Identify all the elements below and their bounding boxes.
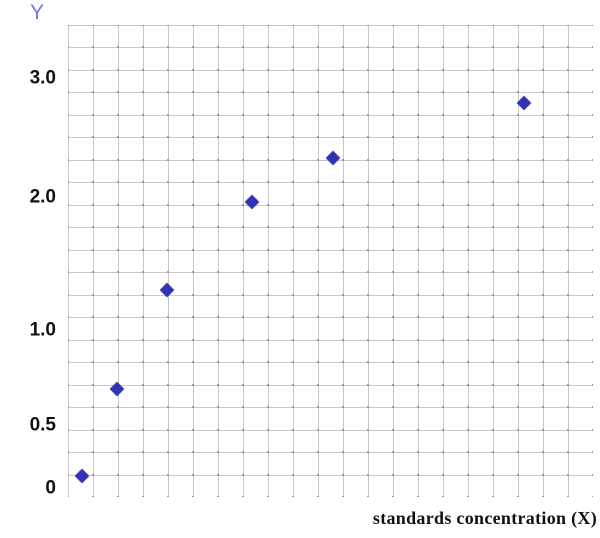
y-tick-label: 2.0 — [29, 186, 56, 208]
y-tick-label: 0.5 — [29, 414, 56, 436]
plot-area — [68, 25, 593, 497]
y-tick-label: 0 — [45, 477, 56, 499]
x-axis-title: standards concentration (X) — [372, 508, 597, 528]
grid-lines — [68, 25, 593, 497]
y-tick-label: 3.0 — [29, 67, 56, 89]
y-axis-title: Y — [30, 1, 46, 24]
y-tick-label: 1.0 — [29, 319, 56, 341]
